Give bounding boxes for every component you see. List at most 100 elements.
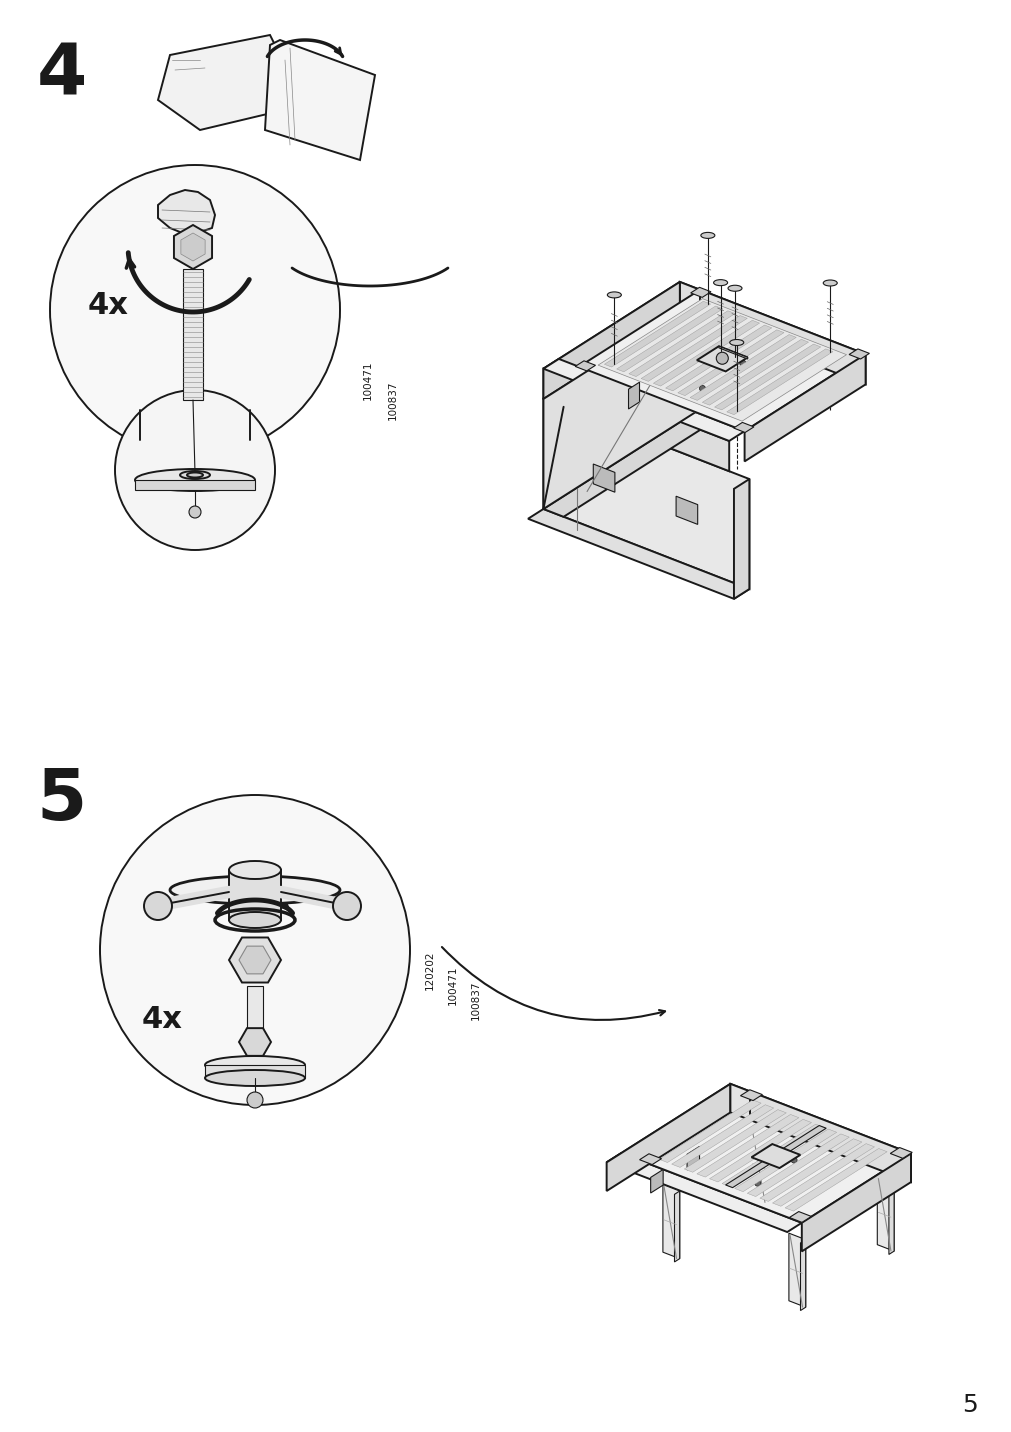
Text: 100471: 100471 <box>363 361 373 400</box>
Polygon shape <box>606 1153 801 1232</box>
Text: 5: 5 <box>961 1393 977 1418</box>
Text: 4x: 4x <box>88 291 128 319</box>
Polygon shape <box>734 1128 836 1191</box>
Polygon shape <box>695 302 715 420</box>
Polygon shape <box>718 347 747 359</box>
Polygon shape <box>628 311 734 377</box>
Polygon shape <box>239 947 271 974</box>
Circle shape <box>189 505 201 518</box>
Ellipse shape <box>727 285 741 291</box>
Ellipse shape <box>180 471 210 478</box>
Ellipse shape <box>228 912 281 928</box>
Polygon shape <box>759 1138 861 1201</box>
Polygon shape <box>543 400 748 589</box>
Polygon shape <box>653 321 759 387</box>
Polygon shape <box>592 464 615 493</box>
Polygon shape <box>785 1148 887 1211</box>
Polygon shape <box>697 1114 798 1177</box>
Polygon shape <box>789 1233 805 1307</box>
Polygon shape <box>640 1091 910 1223</box>
Circle shape <box>716 352 728 364</box>
Polygon shape <box>690 288 711 298</box>
Polygon shape <box>725 1126 825 1187</box>
Polygon shape <box>751 1144 800 1169</box>
Text: 5: 5 <box>36 766 87 835</box>
Polygon shape <box>702 339 808 405</box>
Polygon shape <box>174 225 212 269</box>
Polygon shape <box>543 368 729 471</box>
Text: 100837: 100837 <box>387 381 397 420</box>
Ellipse shape <box>134 470 255 491</box>
Polygon shape <box>543 412 715 517</box>
Polygon shape <box>604 301 710 367</box>
Polygon shape <box>606 1084 730 1191</box>
Circle shape <box>333 892 361 919</box>
Polygon shape <box>239 1028 271 1055</box>
Text: 100471: 100471 <box>448 965 458 1005</box>
Polygon shape <box>700 289 864 384</box>
Polygon shape <box>890 1147 911 1158</box>
Polygon shape <box>726 349 832 415</box>
Polygon shape <box>158 190 214 233</box>
Polygon shape <box>800 1240 805 1310</box>
Circle shape <box>50 165 340 455</box>
Ellipse shape <box>205 1070 304 1085</box>
Polygon shape <box>749 1091 910 1181</box>
Polygon shape <box>686 1147 699 1170</box>
Polygon shape <box>697 347 747 371</box>
Circle shape <box>791 1157 797 1163</box>
Circle shape <box>754 1180 760 1186</box>
Polygon shape <box>205 1065 304 1078</box>
Polygon shape <box>722 1124 823 1187</box>
Polygon shape <box>183 269 203 400</box>
Ellipse shape <box>713 279 727 285</box>
Polygon shape <box>639 1154 661 1164</box>
Ellipse shape <box>170 876 340 904</box>
Polygon shape <box>801 1154 910 1252</box>
Polygon shape <box>730 1084 749 1120</box>
Polygon shape <box>247 987 263 1035</box>
Polygon shape <box>714 344 820 410</box>
Polygon shape <box>543 359 744 441</box>
Ellipse shape <box>822 281 836 286</box>
Polygon shape <box>744 354 864 461</box>
Polygon shape <box>789 1211 811 1223</box>
Polygon shape <box>628 382 639 410</box>
Polygon shape <box>265 40 375 160</box>
Circle shape <box>144 892 172 919</box>
Ellipse shape <box>701 232 714 238</box>
Polygon shape <box>679 282 700 319</box>
Circle shape <box>739 359 745 367</box>
Polygon shape <box>877 1177 893 1252</box>
Ellipse shape <box>187 473 203 477</box>
Text: 120202: 120202 <box>425 951 435 990</box>
Circle shape <box>699 385 705 391</box>
Polygon shape <box>683 1110 786 1173</box>
Ellipse shape <box>729 339 743 345</box>
Polygon shape <box>641 315 746 381</box>
Polygon shape <box>598 299 846 421</box>
Polygon shape <box>677 329 784 395</box>
Polygon shape <box>528 508 748 599</box>
Circle shape <box>115 390 275 550</box>
Polygon shape <box>691 312 708 418</box>
Polygon shape <box>543 282 679 400</box>
Ellipse shape <box>607 292 621 298</box>
Polygon shape <box>690 335 796 401</box>
Polygon shape <box>674 1191 679 1262</box>
Polygon shape <box>709 1120 811 1181</box>
Polygon shape <box>848 349 868 359</box>
Polygon shape <box>181 233 205 261</box>
Circle shape <box>247 1093 263 1108</box>
Polygon shape <box>543 282 700 377</box>
Polygon shape <box>543 302 715 407</box>
Polygon shape <box>134 480 255 490</box>
Polygon shape <box>606 1084 749 1170</box>
Polygon shape <box>750 1128 767 1203</box>
Polygon shape <box>771 1144 874 1206</box>
Ellipse shape <box>205 1055 304 1074</box>
Polygon shape <box>665 325 771 391</box>
Polygon shape <box>578 289 864 431</box>
Polygon shape <box>616 306 722 372</box>
Polygon shape <box>740 1090 761 1101</box>
